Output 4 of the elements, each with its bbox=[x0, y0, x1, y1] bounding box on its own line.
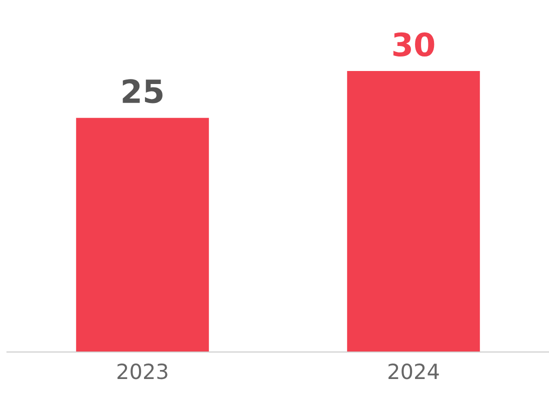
x-tick-label: 2024 bbox=[388, 363, 439, 380]
data-label: 30 bbox=[393, 32, 434, 56]
x-tick-label: 2023 bbox=[118, 363, 168, 380]
data-label: 25 bbox=[122, 79, 162, 104]
